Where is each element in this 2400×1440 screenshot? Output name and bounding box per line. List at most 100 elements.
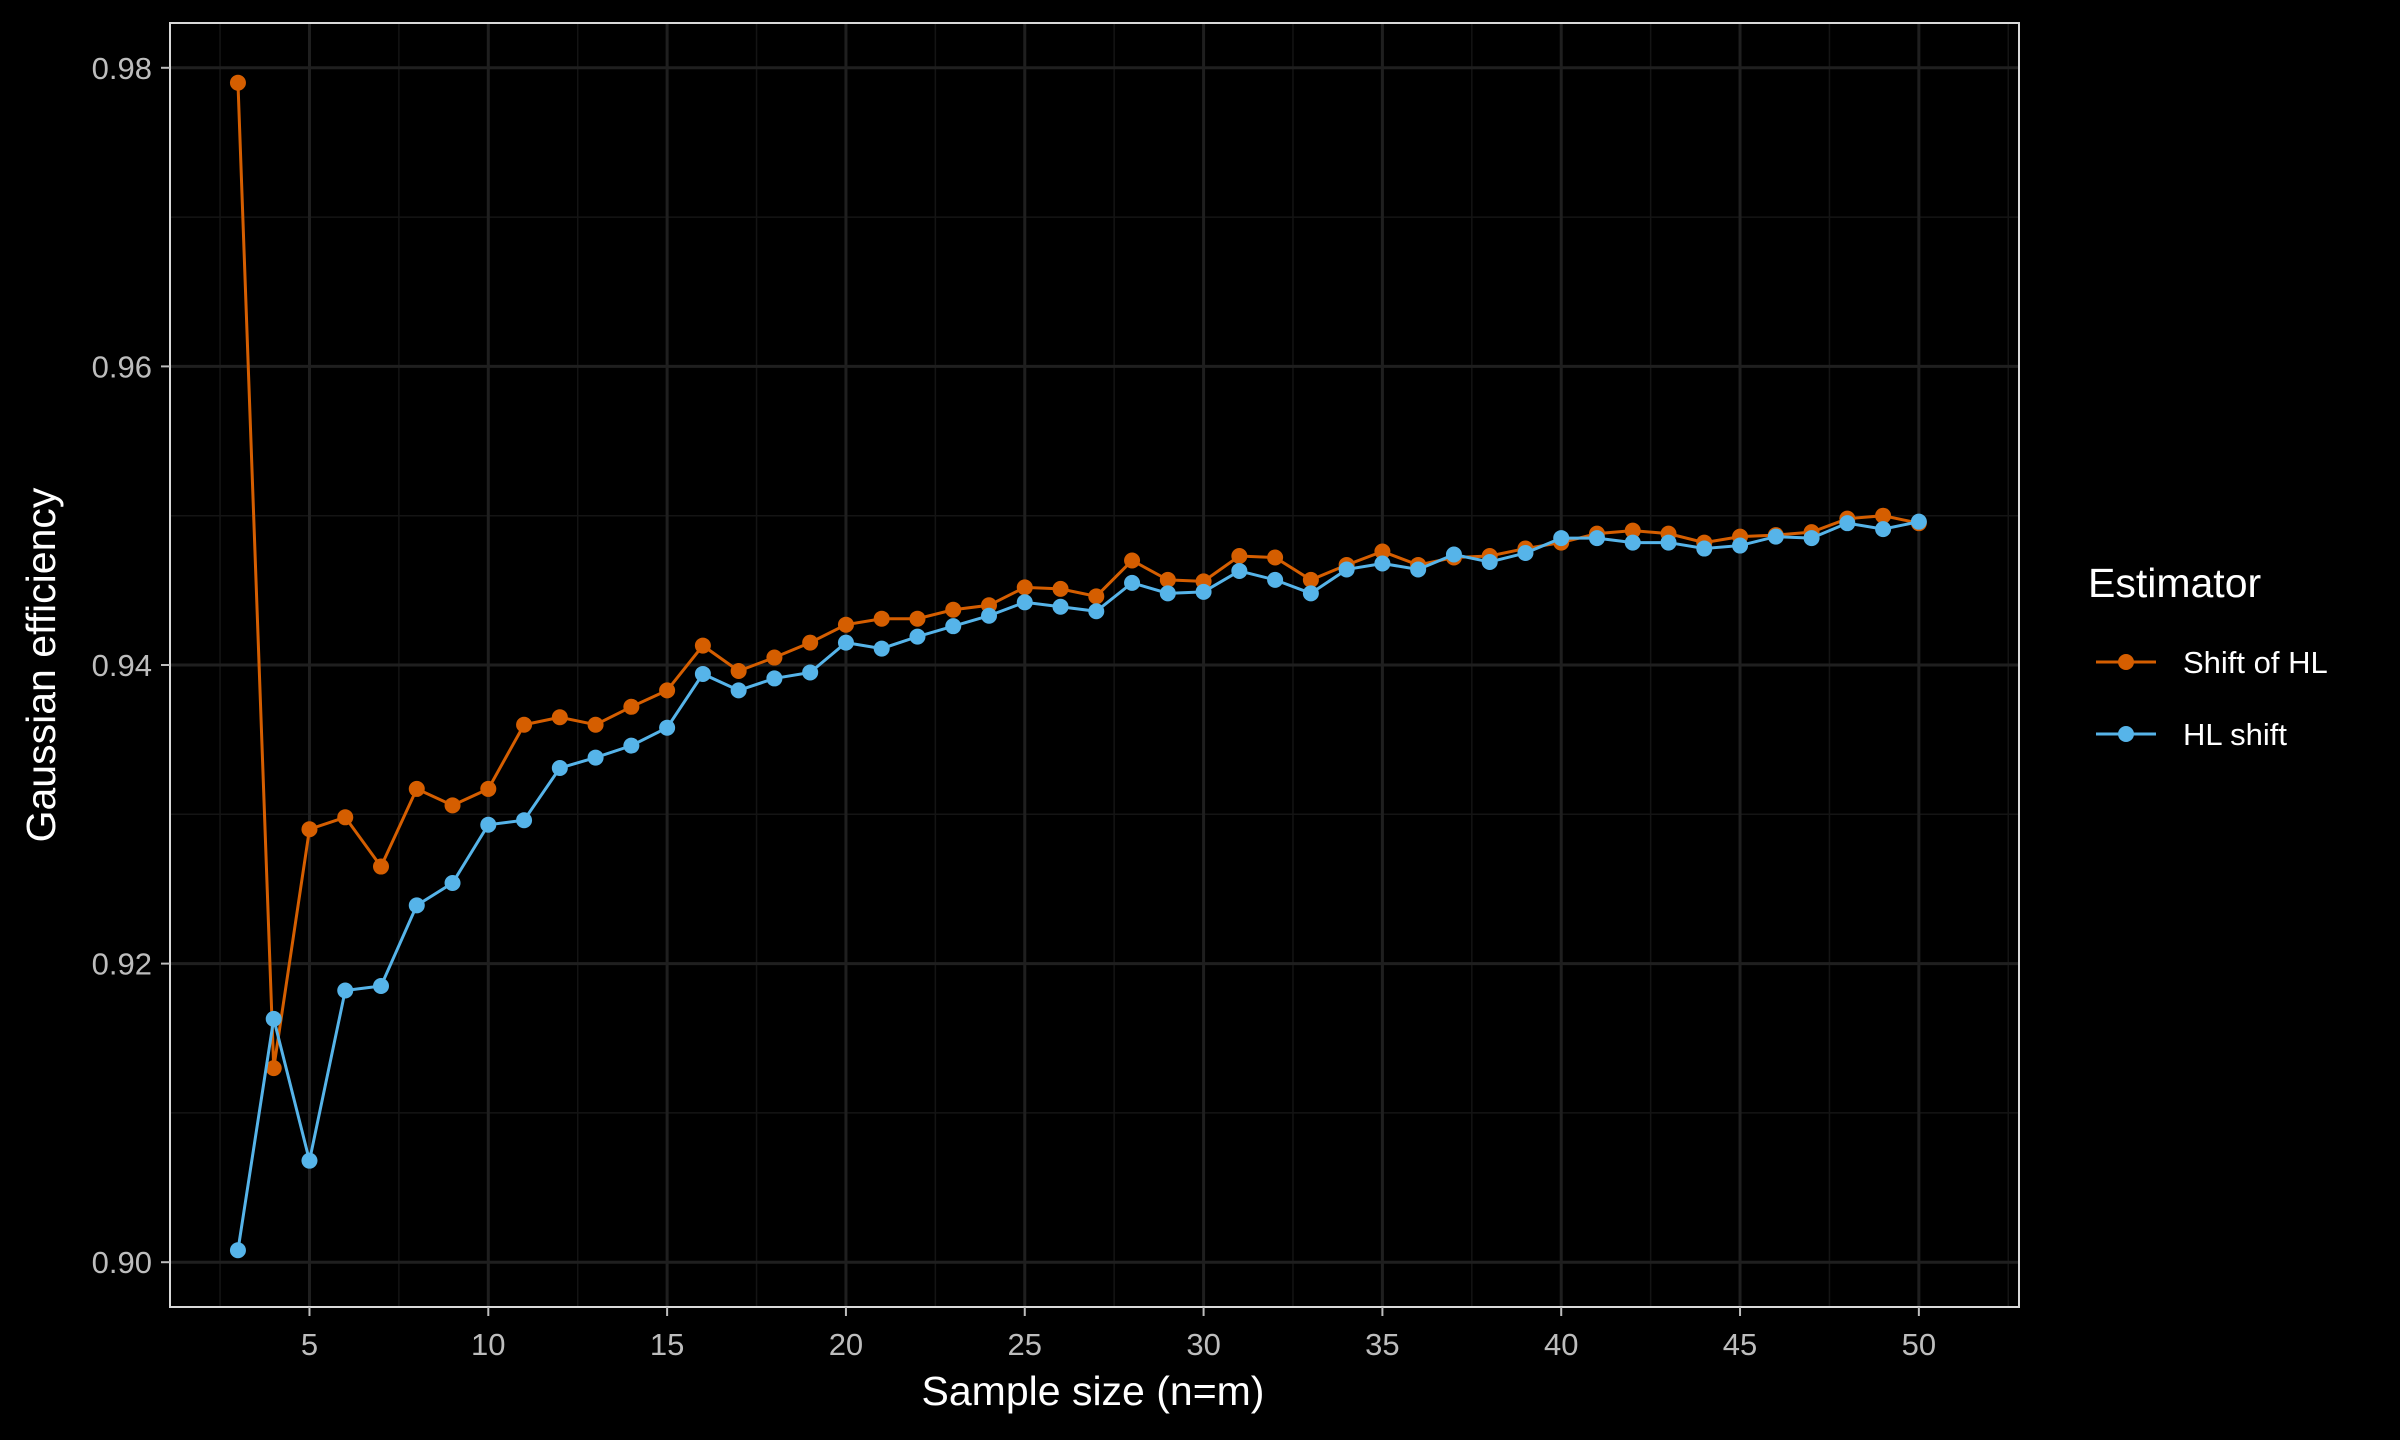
data-point [408, 897, 425, 914]
data-point [265, 1010, 282, 1027]
major-gridlines [170, 23, 2019, 1307]
data-point [337, 982, 354, 999]
y-tick-label: 0.94 [92, 648, 152, 683]
data-point [1624, 522, 1641, 539]
data-point [909, 628, 926, 645]
data-point [623, 698, 640, 715]
data-point [265, 1060, 282, 1077]
x-tick-label: 25 [1008, 1327, 1042, 1362]
legend-key-point [2118, 726, 2134, 742]
data-point [1910, 513, 1927, 530]
data-point [516, 716, 533, 733]
legend-label: Shift of HL [2183, 645, 2328, 680]
legend-key-point [2118, 654, 2134, 670]
data-point [587, 716, 604, 733]
data-point [1338, 561, 1355, 578]
data-point [1803, 530, 1820, 547]
data-point [444, 797, 461, 814]
data-point [1410, 561, 1427, 578]
data-point [837, 616, 854, 633]
data-point [1267, 549, 1284, 566]
data-point [1016, 579, 1033, 596]
x-tick-label: 10 [471, 1327, 505, 1362]
data-point [659, 719, 676, 736]
data-point [980, 607, 997, 624]
data-point [1624, 534, 1641, 551]
data-series [229, 74, 1927, 1259]
x-tick-label: 50 [1902, 1327, 1936, 1362]
y-axis-title: Gaussian efficiency [18, 487, 64, 842]
data-point [1875, 521, 1892, 538]
data-point [587, 749, 604, 766]
legend-items: Shift of HL HL shift [2096, 645, 2328, 752]
data-point [802, 664, 819, 681]
data-point [229, 74, 246, 91]
data-point [1517, 545, 1534, 562]
data-point [1696, 540, 1713, 557]
axis-ticks [161, 66, 1920, 1316]
data-point [408, 780, 425, 797]
data-point [1445, 546, 1462, 563]
data-point [694, 637, 711, 654]
x-tick-label: 20 [829, 1327, 863, 1362]
data-point [1267, 571, 1284, 588]
data-point [1159, 585, 1176, 602]
data-point [1732, 537, 1749, 554]
y-tick-label: 0.98 [92, 51, 152, 86]
data-point [1231, 562, 1248, 579]
data-point [516, 812, 533, 829]
data-point [1767, 528, 1784, 545]
y-tick-label: 0.92 [92, 947, 152, 982]
data-point [229, 1242, 246, 1259]
data-point [301, 821, 318, 838]
data-point [1553, 530, 1570, 547]
data-point [623, 737, 640, 754]
x-axis-title: Sample size (n=m) [922, 1368, 1265, 1414]
data-point [730, 682, 747, 699]
data-point [1302, 571, 1319, 588]
series-1 [229, 513, 1927, 1259]
data-point [1052, 598, 1069, 615]
data-point [551, 760, 568, 777]
data-point [873, 640, 890, 657]
data-point [1875, 507, 1892, 524]
data-point [337, 809, 354, 826]
x-tick-label: 35 [1365, 1327, 1399, 1362]
x-axis-tick-labels: 5 10 15 20 25 30 35 40 45 50 [301, 1327, 1936, 1362]
legend-title: Estimator [2088, 560, 2261, 606]
data-point [1231, 548, 1248, 565]
data-point [1195, 583, 1212, 600]
data-point [444, 874, 461, 891]
x-tick-label: 15 [650, 1327, 684, 1362]
data-point [1124, 552, 1141, 569]
data-point [1588, 530, 1605, 547]
data-point [1016, 594, 1033, 611]
data-point [1302, 585, 1319, 602]
data-point [480, 780, 497, 797]
data-point [1660, 534, 1677, 551]
data-point [1374, 555, 1391, 572]
x-tick-label: 40 [1544, 1327, 1578, 1362]
data-point [945, 618, 962, 635]
data-point [373, 978, 390, 994]
data-point [694, 665, 711, 682]
data-point [1088, 603, 1105, 620]
data-point [1481, 553, 1498, 570]
x-tick-label: 30 [1186, 1327, 1220, 1362]
data-point [1052, 580, 1069, 597]
data-point [945, 601, 962, 618]
data-point [301, 1152, 318, 1169]
x-tick-label: 5 [301, 1327, 318, 1362]
data-point [909, 610, 926, 627]
legend: Estimator Shift of HL HL shift [2088, 560, 2328, 752]
data-point [730, 662, 747, 679]
data-point [1374, 543, 1391, 560]
data-point [1088, 588, 1105, 605]
data-point [1159, 571, 1176, 588]
data-point [373, 858, 390, 875]
data-point [766, 670, 783, 687]
data-point [837, 634, 854, 651]
data-point [659, 682, 676, 699]
